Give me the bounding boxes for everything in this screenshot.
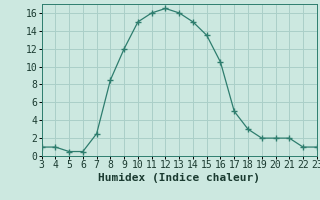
X-axis label: Humidex (Indice chaleur): Humidex (Indice chaleur) — [98, 173, 260, 183]
